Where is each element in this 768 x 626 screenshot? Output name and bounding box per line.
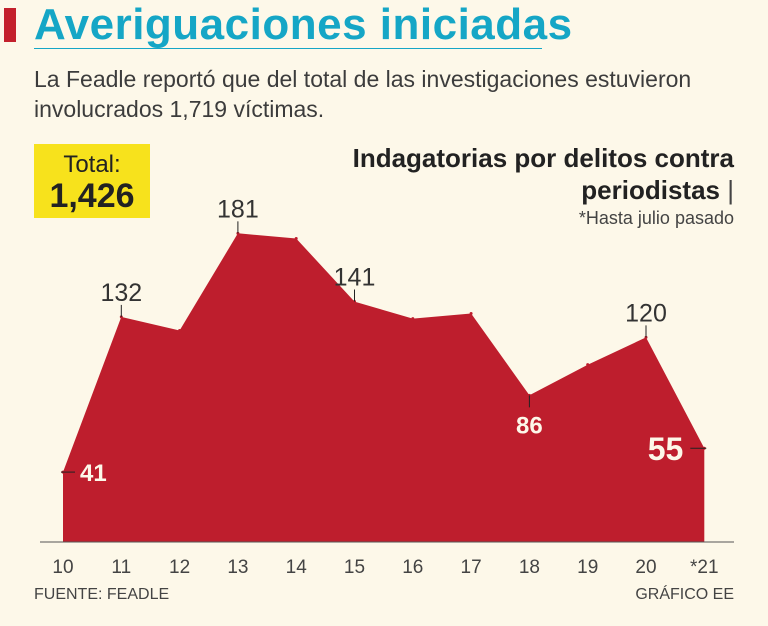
credit-label: GRÁFICO EE [635, 586, 734, 603]
data-label: 55 [648, 431, 684, 467]
x-tick-label: 11 [111, 557, 131, 578]
total-value: 1,426 [49, 177, 135, 215]
total-box: Total: 1,426 [34, 144, 150, 218]
data-label: 141 [334, 264, 376, 292]
data-label: 86 [516, 412, 543, 439]
chart-title-line2: periodistas [581, 175, 720, 205]
source-label: FUENTE: FEADLE [34, 586, 170, 603]
data-label: 120 [625, 299, 667, 327]
data-point [586, 363, 590, 367]
data-point [411, 317, 415, 321]
title-underline [34, 48, 542, 49]
x-tick-label: 12 [169, 557, 190, 578]
x-tick-label: 19 [577, 557, 598, 578]
x-tick-label: 14 [286, 557, 308, 578]
x-tick-label: 16 [402, 557, 423, 578]
data-point [294, 236, 298, 240]
x-tick-label: *21 [690, 557, 719, 578]
x-tick-label: 10 [52, 557, 73, 578]
total-label: Total: [63, 151, 121, 178]
x-tick-label: 20 [635, 557, 656, 578]
data-point [469, 311, 473, 315]
chart-title: Indagatorias por delitos contra periodis… [294, 142, 734, 206]
x-tick-label: 15 [344, 557, 365, 578]
area-series [63, 233, 705, 543]
data-label: 41 [80, 460, 107, 487]
title-accent-bar [4, 8, 16, 42]
x-tick-label: 18 [519, 557, 540, 578]
data-label: 181 [217, 195, 259, 223]
chart-title-suffix: | [727, 175, 734, 205]
chart-note: *Hasta julio pasado [578, 208, 734, 228]
x-tick-label: 17 [461, 557, 482, 578]
x-tick-label: 13 [227, 557, 248, 578]
data-point [178, 329, 182, 333]
chart-title-line1: Indagatorias por delitos contra [352, 143, 734, 173]
data-label: 132 [100, 279, 142, 307]
subtitle: La Feadle reportó que del total de las i… [34, 66, 692, 122]
page-title: Averiguaciones iniciadas [34, 0, 573, 49]
